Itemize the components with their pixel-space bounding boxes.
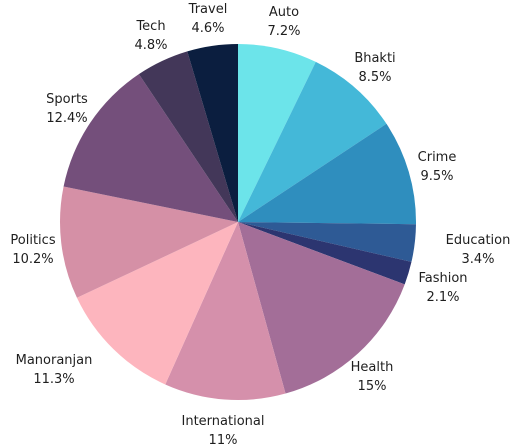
slice-travel [187,44,238,222]
slice-fashion [238,222,412,285]
label-international: International 11% [182,414,265,447]
slice-category-label: Manoranjan [16,353,93,368]
label-tech: Tech 4.8% [134,19,167,53]
slice-politics [59,186,238,298]
slice-category-label: Fashion [418,271,467,286]
slice-international [165,222,286,400]
slice-category-label: International [182,414,265,429]
slice-value-label: 10.2% [12,252,53,267]
slice-auto [238,44,316,222]
slice-crime [238,123,416,225]
slice-value-label: 11% [209,433,238,447]
slice-bhakti [238,61,387,222]
label-manoranjan: Manoranjan 11.3% [16,353,93,387]
slice-value-label: 7.2% [267,24,300,39]
slice-category-label: Health [351,360,394,375]
slice-value-label: 15% [358,379,387,394]
pie-labels: Auto 7.2% Bhakti 8.5% Crime 9.5% Education 3.4%… [10,2,510,447]
slice-category-label: Politics [10,233,55,248]
label-fashion: Fashion 2.1% [418,271,467,305]
slice-value-label: 3.4% [461,252,494,267]
slice-category-label: Crime [418,150,457,165]
slice-value-label: 4.8% [134,38,167,53]
label-bhakti: Bhakti 8.5% [354,51,395,85]
label-health: Health 15% [351,360,394,394]
slice-value-label: 2.1% [426,290,459,305]
slice-value-label: 8.5% [358,70,391,85]
label-travel: Travel 4.6% [188,2,228,36]
pie-slices [59,44,416,400]
slice-manoranjan [76,222,238,385]
label-education: Education 3.4% [446,233,511,267]
label-crime: Crime 9.5% [418,150,457,184]
slice-value-label: 11.3% [33,372,74,387]
slice-category-label: Travel [188,2,228,17]
slice-category-label: Bhakti [354,51,395,66]
slice-education [238,222,416,262]
label-politics: Politics 10.2% [10,233,55,267]
slice-sports [63,74,238,222]
label-sports: Sports 12.4% [46,92,88,126]
slice-value-label: 4.6% [191,21,224,36]
slice-value-label: 9.5% [420,169,453,184]
slice-category-label: Education [446,233,511,248]
slice-value-label: 12.4% [46,111,87,126]
slice-category-label: Sports [46,92,88,107]
slice-health [238,222,405,394]
slice-category-label: Tech [135,19,165,34]
label-auto: Auto 7.2% [267,5,300,39]
slice-category-label: Auto [269,5,299,20]
slice-tech [138,51,238,223]
